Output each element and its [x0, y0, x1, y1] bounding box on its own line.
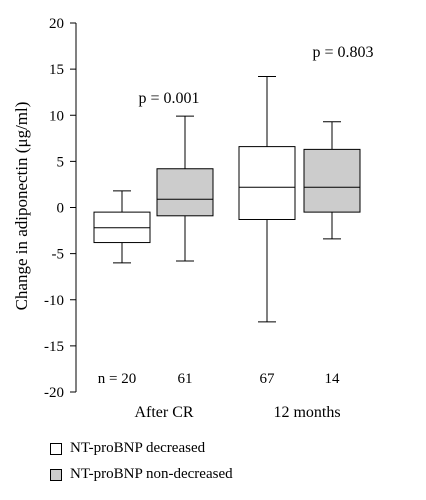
- legend-label-non-decreased: NT-proBNP non-decreased: [70, 466, 233, 482]
- x-category-label: 12 months: [273, 404, 340, 421]
- n-label: 14: [325, 371, 341, 387]
- x-category-label: After CR: [134, 404, 193, 421]
- y-tick-label: -20: [44, 385, 64, 401]
- legend-label-decreased: NT-proBNP decreased: [70, 440, 206, 456]
- box-2-2: 14: [303, 121, 361, 387]
- y-tick-label: 15: [49, 62, 64, 78]
- legend-swatch-decreased: [50, 442, 62, 455]
- y-tick-label: 20: [49, 16, 64, 32]
- y-tick-label: 10: [49, 108, 64, 124]
- n-label: 61: [178, 371, 193, 387]
- p-value-label: p = 0.001: [138, 90, 199, 107]
- y-axis: 20 15 10 5 0 -5 -10 -15 -20: [44, 16, 77, 401]
- legend-swatch-non-decreased: [50, 468, 62, 481]
- box-2-1: 67: [238, 76, 296, 387]
- box-iqr: [156, 168, 214, 217]
- box-iqr: [303, 148, 361, 213]
- box-1-1: n = 20: [93, 190, 151, 387]
- y-tick-label: -5: [52, 247, 65, 263]
- y-tick-label: 0: [57, 201, 65, 217]
- legend-item-decreased: NT-proBNP decreased: [50, 440, 205, 457]
- p-value-label: p = 0.803: [312, 44, 373, 61]
- y-axis-label: Change in adiponectin (μg/ml): [12, 102, 31, 311]
- n-label: 67: [260, 371, 276, 387]
- box-groups: n = 20 61 p = 0.001 After CR 67 14 p = 0.803 12…: [93, 44, 374, 421]
- y-tick-label: -15: [44, 339, 64, 355]
- box-1-2: 61: [156, 115, 214, 387]
- box-iqr: [238, 146, 296, 220]
- y-tick-label: -10: [44, 293, 64, 309]
- n-label: n = 20: [98, 371, 136, 387]
- y-tick-label: 5: [57, 154, 65, 170]
- legend-item-non-decreased: NT-proBNP non-decreased: [50, 466, 233, 483]
